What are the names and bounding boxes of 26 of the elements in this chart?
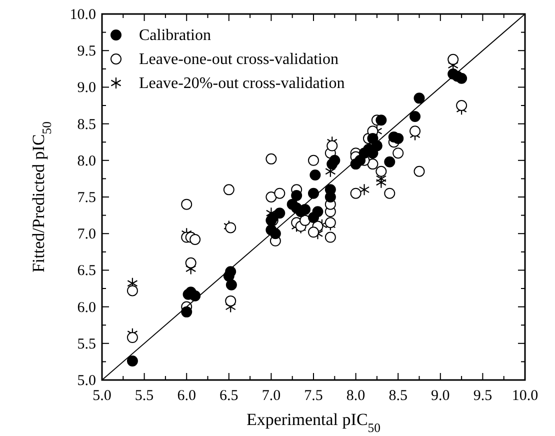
x-tick-label: 6.5 <box>220 388 238 404</box>
x-axis-title: Experimental pIC$_{50}$ <box>246 410 381 435</box>
x-tick-label: 9.5 <box>473 388 492 404</box>
legend-label: Leave-one-out cross-validation <box>139 51 338 68</box>
y-tick-label: 8.0 <box>77 153 96 170</box>
x-tick-label: 6.0 <box>177 388 196 404</box>
y-tick-label: 7.0 <box>77 226 96 243</box>
x-tick-label: 7.0 <box>262 388 281 404</box>
legend-label: Leave-20%-out cross-validation <box>139 75 345 92</box>
x-tick-label: 9.0 <box>431 388 450 404</box>
y-tick-label: 8.5 <box>77 116 96 133</box>
y-tick-label: 10.0 <box>70 7 96 23</box>
y-tick-label: 9.5 <box>77 44 96 60</box>
y-tick-label: 6.5 <box>77 263 96 280</box>
x-tick-label: 5.0 <box>92 388 112 404</box>
y-tick-label: 6.0 <box>77 300 96 316</box>
x-tick-label: 7.5 <box>304 388 323 404</box>
y-tick-label: 9.0 <box>77 80 96 96</box>
x-tick-label: 5.5 <box>134 388 154 404</box>
y-tick-label: 5.5 <box>77 336 96 352</box>
x-tick-label: 10.0 <box>512 388 538 404</box>
y-tick-label: 7.5 <box>77 190 96 206</box>
x-tick-label: 8.0 <box>346 388 366 404</box>
legend-label: Calibration <box>139 27 211 44</box>
y-tick-label: 5.0 <box>77 373 96 389</box>
x-tick-label: 8.5 <box>388 388 408 404</box>
